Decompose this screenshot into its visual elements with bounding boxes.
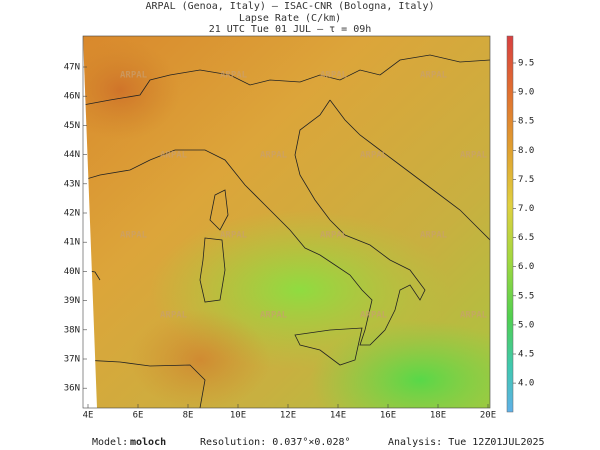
- lon-label: 20E: [480, 411, 496, 421]
- watermark: ARPAL: [160, 311, 188, 321]
- colorbar-label: 9.0: [518, 88, 534, 98]
- watermark: ARPAL: [260, 151, 288, 161]
- field-patch: [310, 320, 490, 408]
- colorbar-label: 4.0: [518, 379, 534, 389]
- colorbar-label: 7.0: [518, 204, 534, 214]
- colorbar-label: 8.0: [518, 146, 534, 156]
- lat-label: 36N: [64, 384, 80, 394]
- lon-label: 12E: [280, 411, 296, 421]
- lon-label: 18E: [430, 411, 446, 421]
- colorbar-label: 4.5: [518, 350, 534, 360]
- colorbar-label: 5.0: [518, 320, 534, 330]
- lat-label: 45N: [64, 121, 80, 131]
- watermark: ARPAL: [260, 311, 288, 321]
- watermark: ARPAL: [360, 151, 388, 161]
- lat-label: 47N: [64, 63, 80, 73]
- colorbar-label: 6.0: [518, 262, 534, 272]
- watermark: ARPAL: [220, 231, 248, 241]
- lon-label: 14E: [330, 411, 346, 421]
- colorbar-label: 5.5: [518, 291, 534, 301]
- model: moloch: [130, 437, 166, 448]
- watermark: ARPAL: [420, 231, 448, 241]
- watermark: ARPAL: [420, 71, 448, 81]
- lat-label: 37N: [64, 355, 80, 365]
- time: 21 UTC Tue 01 JUL – τ = 09h: [209, 24, 372, 35]
- field-patch: [83, 40, 180, 140]
- lat-label: 38N: [64, 325, 80, 335]
- lat-labels: 47N 46N 45N 44N 43N 42N 41N 40N 39N 38N 37N 36N: [64, 63, 87, 394]
- lon-label: 6E: [133, 411, 144, 421]
- lon-label: 10E: [230, 411, 246, 421]
- lon-label: 4E: [83, 411, 94, 421]
- watermark: ARPAL: [320, 71, 348, 81]
- analysis: Analysis: Tue 12Z01JUL2025: [388, 437, 545, 448]
- watermark: ARPAL: [120, 231, 148, 241]
- watermark: ARPAL: [460, 311, 488, 321]
- title: ARPAL (Genoa, Italy) – ISAC-CNR (Bologna…: [146, 1, 435, 12]
- watermarks: ARPAL ARPAL ARPAL ARPAL ARPAL ARPAL ARPAL ARPAL…: [120, 71, 488, 321]
- watermark: ARPAL: [120, 71, 148, 81]
- lat-label: 40N: [64, 267, 80, 277]
- watermark: ARPAL: [360, 311, 388, 321]
- map-field: ARPAL ARPAL ARPAL ARPAL ARPAL ARPAL ARPAL ARPAL…: [83, 36, 490, 408]
- resolution: Resolution: 0.037°×0.028°: [200, 437, 351, 448]
- colorbar-label: 8.5: [518, 117, 534, 127]
- lat-label: 46N: [64, 92, 80, 102]
- watermark: ARPAL: [320, 231, 348, 241]
- lat-label: 39N: [64, 296, 80, 306]
- lat-label: 42N: [64, 209, 80, 219]
- map-frame: [82, 35, 491, 409]
- lat-label: 44N: [64, 150, 80, 160]
- lon-label: 16E: [380, 411, 396, 421]
- lat-label: 43N: [64, 179, 80, 189]
- lon-labels: 4E 6E 8E 10E 12E 14E 16E 18E 20E: [83, 404, 496, 421]
- colorbar-label: 7.5: [518, 175, 534, 185]
- model-label: Model:: [92, 437, 128, 448]
- watermark: ARPAL: [220, 71, 248, 81]
- watermark: ARPAL: [460, 151, 488, 161]
- watermark: ARPAL: [160, 151, 188, 161]
- colorbar-label: 9.5: [518, 59, 534, 69]
- subtitle: Lapse Rate (C/km): [239, 13, 341, 24]
- colorbar-label: 6.5: [518, 233, 534, 243]
- lat-label: 41N: [64, 238, 80, 248]
- field-patch: [130, 310, 270, 408]
- colorbar: [506, 35, 514, 413]
- lon-label: 8E: [183, 411, 194, 421]
- colorbar-labels: 9.5 9.0 8.5 8.0 7.5 7.0 6.5 6.0 5.5 5.0 4.5 4.0: [513, 59, 534, 389]
